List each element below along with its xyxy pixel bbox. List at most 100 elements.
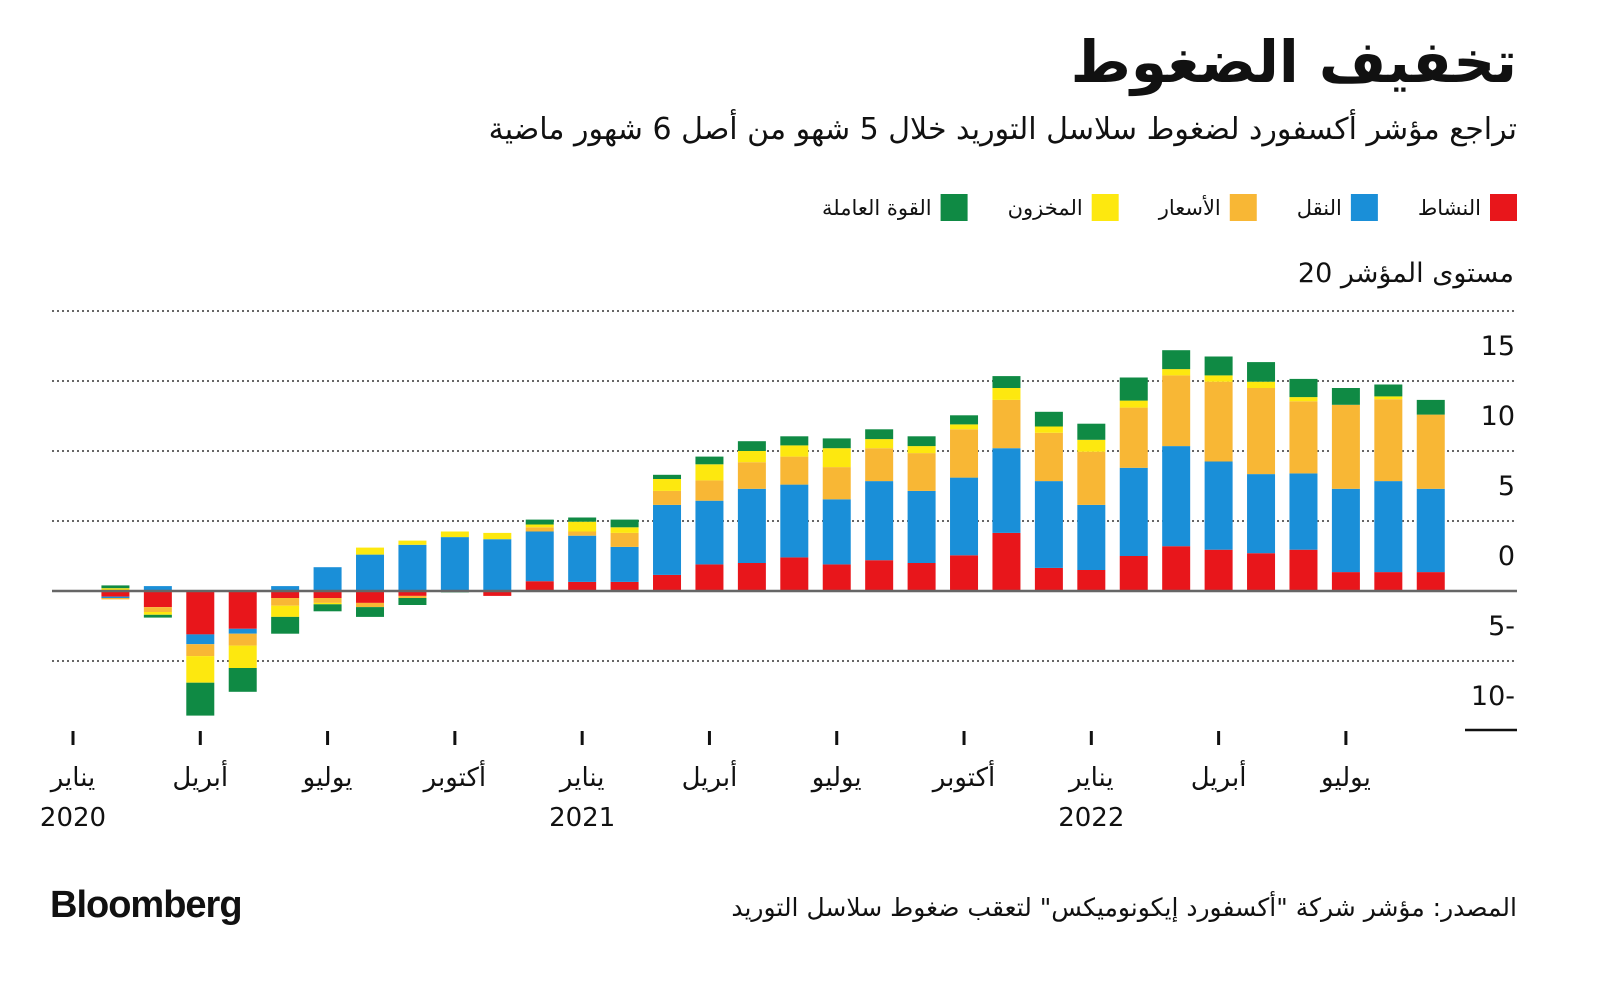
bar-segment <box>313 567 342 591</box>
bar-segment <box>313 598 342 603</box>
x-tick-label: أكتوبر <box>423 763 487 793</box>
bar-segment <box>653 504 682 575</box>
bar-segment <box>1162 350 1191 370</box>
bar-segment <box>271 616 300 634</box>
bar-segment <box>950 477 979 556</box>
bar-segment <box>695 500 724 565</box>
bar-segment <box>1331 572 1360 591</box>
x-tick-label: يناير 2021 <box>549 763 616 833</box>
bar-segment <box>568 521 597 532</box>
source: المصدر: مؤشر شركة "أكسفورد إيكونوميكس" ل… <box>731 893 1517 922</box>
bar-segment <box>695 456 724 465</box>
bar-segment <box>907 490 936 563</box>
bar-segment <box>1331 388 1360 405</box>
bar-segment <box>780 456 809 485</box>
bar-segment <box>271 591 300 598</box>
bar-segment <box>1247 381 1276 388</box>
bar-segment <box>228 591 257 629</box>
legend-swatch <box>1490 194 1517 221</box>
legend-label: النقل <box>1297 196 1342 220</box>
bar-segment <box>271 598 300 606</box>
bar-segment <box>1034 432 1063 482</box>
bar-segment <box>992 376 1021 388</box>
bar-segment <box>950 415 979 425</box>
bar-segment <box>313 604 342 612</box>
bar-segment <box>1204 461 1233 550</box>
bar-segment <box>525 519 554 525</box>
bar-segment <box>1162 369 1191 376</box>
bar-segment <box>1119 556 1148 591</box>
bar-segment <box>1204 356 1233 376</box>
bar-segment <box>228 668 257 692</box>
legend-swatch <box>940 194 968 221</box>
bar-segment <box>356 591 385 603</box>
bar-segment <box>653 479 682 491</box>
bar-segment <box>101 598 130 600</box>
bar-segment <box>610 532 639 547</box>
legend-label: القوة العاملة <box>822 196 932 220</box>
title: تخفيف الضغوط <box>1070 28 1517 96</box>
bar-segment <box>101 585 130 589</box>
bar-segment <box>1077 504 1106 570</box>
y-tick-label: 15 <box>1481 331 1515 362</box>
x-tick-label: يناير 2020 <box>39 763 107 833</box>
bar-segment <box>1331 488 1360 573</box>
bar-segment <box>822 448 851 468</box>
bar-segment <box>1204 375 1233 382</box>
bar-segment <box>356 602 385 608</box>
bar-segment <box>1119 467 1148 556</box>
bar-segment <box>610 527 639 533</box>
bar-segment <box>101 596 130 598</box>
bar-segment <box>992 399 1021 449</box>
bar-segment <box>1416 414 1445 489</box>
bar-segment <box>653 490 682 505</box>
legend-swatch <box>1091 194 1119 221</box>
bar-segment <box>101 591 130 597</box>
bar-segment <box>822 438 851 449</box>
bar-segment <box>737 563 766 591</box>
subtitle: تراجع مؤشر أكسفورد لضغوط سلاسل التوريد خ… <box>488 112 1517 147</box>
bar-segment <box>865 429 894 440</box>
bar-segment <box>186 682 215 716</box>
bar-segment <box>1289 549 1318 591</box>
bar-segment <box>1289 378 1318 398</box>
bar-segment <box>143 607 172 612</box>
y-tick-label: 5- <box>1488 611 1515 642</box>
bar-segment <box>398 591 427 596</box>
bar-segment <box>525 527 554 532</box>
bar-segment <box>1247 553 1276 591</box>
y-axis-title: مستوى المؤشر 20 <box>1297 258 1514 289</box>
bar-segment <box>1119 400 1148 408</box>
x-tick-label: أبريل <box>172 763 229 793</box>
bar-segment <box>865 481 894 561</box>
bar-segment <box>440 537 469 591</box>
bar-segment <box>1162 375 1191 447</box>
y-tick-label: 0 <box>1498 541 1515 572</box>
bar-segment <box>186 644 215 657</box>
bar-segment <box>483 532 512 540</box>
bar-segment <box>186 656 215 683</box>
bar-segment <box>1416 572 1445 591</box>
bar-segment <box>525 581 554 591</box>
bar-segment <box>992 532 1021 591</box>
bar-segment <box>992 448 1021 533</box>
bar-segment <box>1119 407 1148 468</box>
bar-segment <box>950 555 979 591</box>
bar-segment <box>1416 399 1445 415</box>
bar-segment <box>780 484 809 558</box>
bar-segment <box>1162 546 1191 591</box>
bar-segment <box>737 488 766 563</box>
bar-segment <box>1034 411 1063 427</box>
x-tick-label: يوليو <box>1320 763 1371 793</box>
bar-segment <box>525 524 554 528</box>
bar-segment <box>780 445 809 457</box>
bar-segment <box>653 474 682 479</box>
bar-segment <box>568 531 597 536</box>
bar-segment <box>1077 570 1106 591</box>
bar-segment <box>695 564 724 591</box>
bar-segment <box>1289 397 1318 402</box>
bar-segment <box>1119 377 1148 401</box>
bar-segment <box>822 564 851 591</box>
bar-segment <box>737 441 766 451</box>
